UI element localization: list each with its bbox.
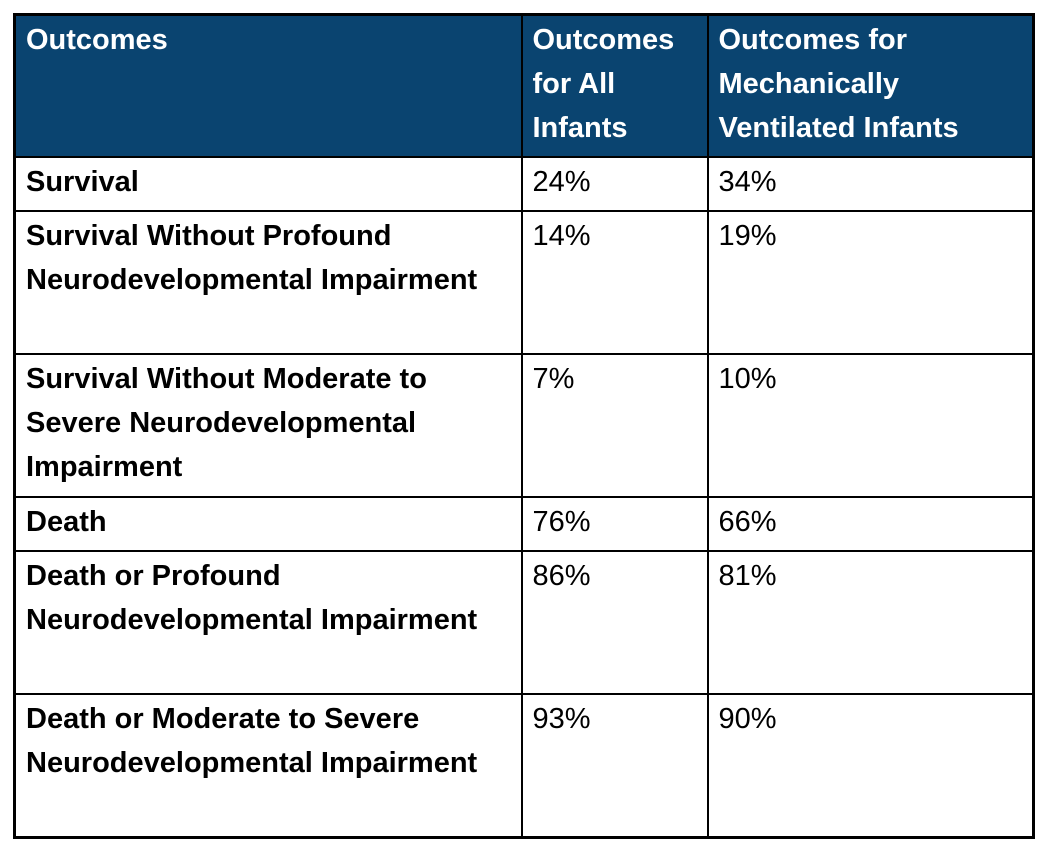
- ventilated-infants-value: 10%: [706, 353, 1035, 498]
- column-header-all-infants: Outcomes for All Infants: [520, 13, 709, 158]
- ventilated-infants-value: 34%: [706, 156, 1035, 212]
- table-row: Survival 24% 34%: [13, 156, 1035, 212]
- outcome-cell-survival-without-profound-ndi: Survival Without Profound Neurodevelopme…: [13, 210, 523, 355]
- outcome-cell-survival-without-moderate-severe-ndi: Survival Without Moderate to Severe Neur…: [13, 353, 523, 498]
- column-header-ventilated-infants: Outcomes for Mechanically Ventilated Inf…: [706, 13, 1035, 158]
- ventilated-infants-value: 81%: [706, 550, 1035, 695]
- ventilated-infants-value: 19%: [706, 210, 1035, 355]
- all-infants-value: 14%: [520, 210, 709, 355]
- all-infants-value: 76%: [520, 496, 709, 552]
- table-row: Survival Without Moderate to Severe Neur…: [13, 353, 1035, 498]
- outcome-cell-survival: Survival: [13, 156, 523, 212]
- column-header-outcomes: Outcomes: [13, 13, 523, 158]
- table-row: Death 76% 66%: [13, 496, 1035, 552]
- all-infants-value: 86%: [520, 550, 709, 695]
- all-infants-value: 24%: [520, 156, 709, 212]
- table-row: Survival Without Profound Neurodevelopme…: [13, 210, 1035, 355]
- table-row: Death or Moderate to Severe Neurodevelop…: [13, 693, 1035, 839]
- ventilated-infants-value: 66%: [706, 496, 1035, 552]
- table-row: Death or Profound Neurodevelopmental Imp…: [13, 550, 1035, 695]
- all-infants-value: 93%: [520, 693, 709, 839]
- outcomes-table: Outcomes Outcomes for All Infants Outcom…: [13, 13, 1035, 839]
- table-header-row: Outcomes Outcomes for All Infants Outcom…: [13, 13, 1035, 158]
- outcome-cell-death-or-profound-ndi: Death or Profound Neurodevelopmental Imp…: [13, 550, 523, 695]
- outcome-cell-death-or-moderate-severe-ndi: Death or Moderate to Severe Neurodevelop…: [13, 693, 523, 839]
- ventilated-infants-value: 90%: [706, 693, 1035, 839]
- all-infants-value: 7%: [520, 353, 709, 498]
- outcome-cell-death: Death: [13, 496, 523, 552]
